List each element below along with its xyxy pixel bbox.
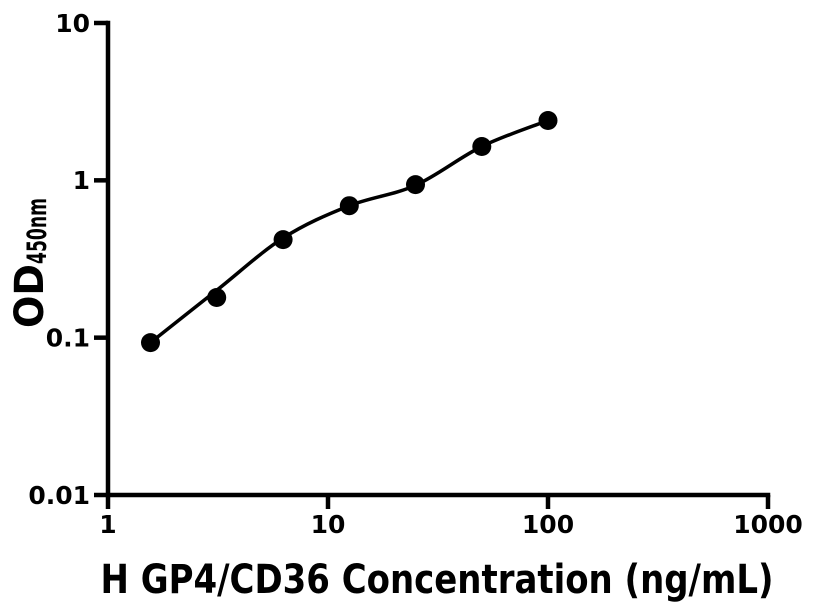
axes-lines (105, 20, 771, 498)
data-point (339, 196, 359, 216)
x-axis-tick-label: 1 (99, 510, 116, 539)
axes-group (105, 20, 771, 498)
x-axis-tick-label: 100 (522, 510, 574, 539)
y-axis-title-subscript: 450nm (22, 198, 53, 264)
data-point (406, 175, 425, 195)
x-axis-tick-label: 1000 (733, 510, 803, 539)
fit-curve-group (149, 118, 549, 344)
ticks-group: 1 10 100 1000 10 1 0.1 0.01 (28, 9, 802, 539)
data-point (538, 111, 558, 130)
x-axis-tick-label: 10 (311, 510, 346, 539)
x-axis-title: H GP4/CD36 Concentration (ng/mL) (101, 557, 774, 603)
y-axis-tick-label: 0.1 (46, 323, 90, 352)
fit-curve (149, 118, 549, 344)
data-point (472, 137, 492, 156)
data-point (141, 333, 160, 353)
y-axis-title: OD450nm (7, 198, 53, 328)
y-axis-tick-label: 0.01 (28, 481, 90, 510)
data-point (207, 288, 227, 307)
y-axis-tick-label: 10 (55, 9, 90, 38)
y-axis-tick-label: 1 (73, 166, 90, 195)
data-point (273, 230, 293, 250)
data-points-group (141, 111, 558, 353)
y-axis-title-main: OD (7, 264, 53, 328)
